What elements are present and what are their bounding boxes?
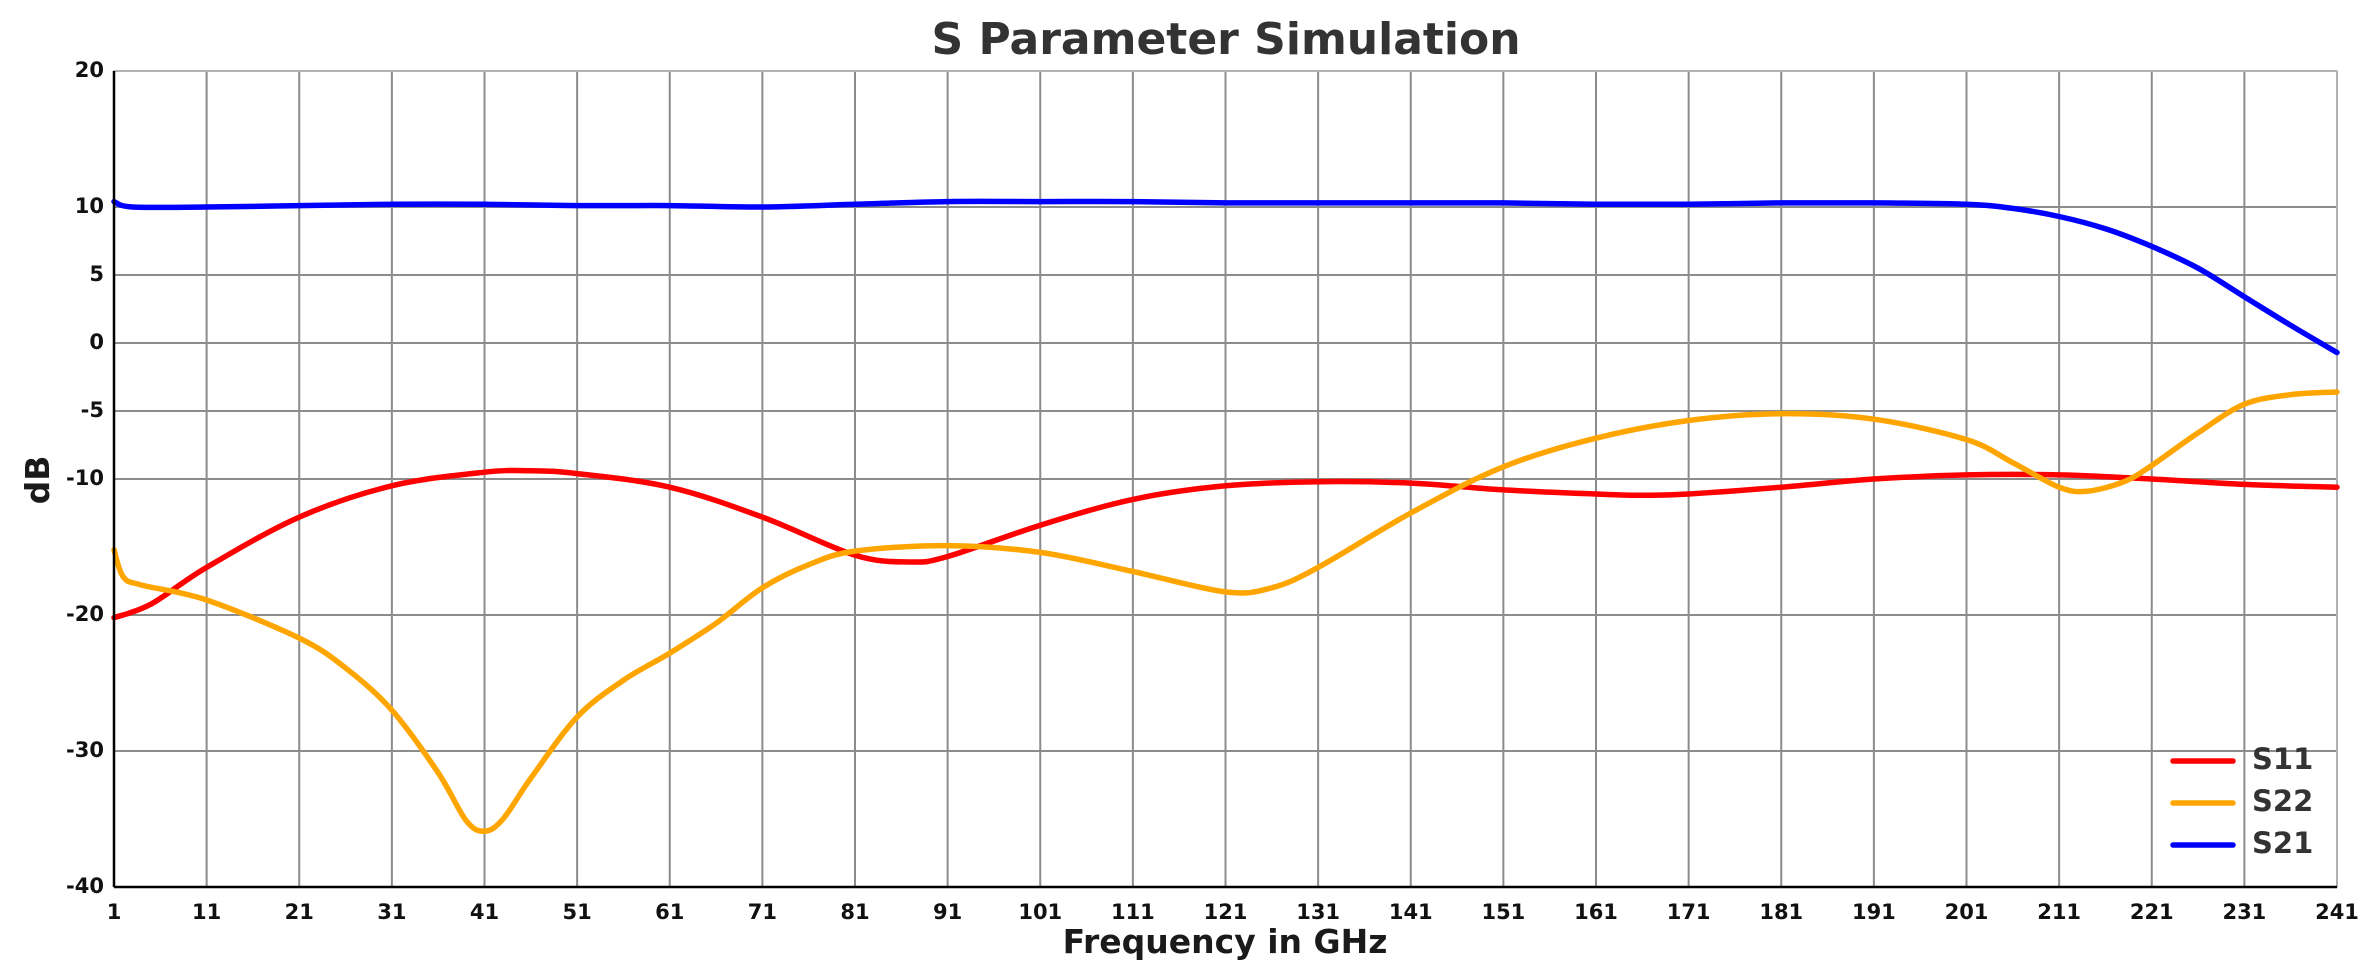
x-tick-label: 11 xyxy=(192,900,221,924)
legend-label-s22: S22 xyxy=(2252,784,2313,818)
x-tick-label: 171 xyxy=(1667,900,1711,924)
series-layer xyxy=(111,198,2340,834)
chart-title: S Parameter Simulation xyxy=(931,14,1520,65)
legend-label-s11: S11 xyxy=(2252,742,2313,776)
x-tick-label: 51 xyxy=(563,900,592,924)
x-tick-label: 211 xyxy=(2037,900,2081,924)
x-tick-label: 161 xyxy=(1574,900,1618,924)
x-tick-label: 101 xyxy=(1018,900,1062,924)
y-axis-ticks: 20 10 5 0 -5 -10 -20 -30 -40 xyxy=(66,58,104,898)
y-tick-label: -40 xyxy=(66,874,104,898)
series-line-s22 xyxy=(111,389,2340,834)
x-tick-label: 71 xyxy=(748,900,777,924)
x-tick-label: 231 xyxy=(2222,900,2266,924)
series-line-s21 xyxy=(111,198,2340,356)
x-tick-label: 241 xyxy=(2315,900,2359,924)
x-axis-ticks: 1 11 21 31 41 51 61 71 81 91 101 111 121 131 141 151 161… xyxy=(107,900,2359,924)
x-tick-label: 1 xyxy=(107,900,122,924)
x-tick-label: 31 xyxy=(377,900,406,924)
y-axis-label: dB xyxy=(18,456,57,505)
x-tick-label: 191 xyxy=(1852,900,1896,924)
x-tick-label: 61 xyxy=(655,900,684,924)
x-tick-label: 151 xyxy=(1481,900,1525,924)
y-tick-label: 0 xyxy=(89,330,104,354)
x-tick-label: 201 xyxy=(1945,900,1989,924)
legend-label-s21: S21 xyxy=(2252,826,2313,860)
x-tick-label: 21 xyxy=(285,900,314,924)
y-tick-label: -5 xyxy=(81,398,104,422)
x-tick-label: 221 xyxy=(2130,900,2174,924)
y-tick-label: 20 xyxy=(75,58,104,82)
x-tick-label: 111 xyxy=(1111,900,1155,924)
legend: S11 S22 S21 xyxy=(2170,742,2313,860)
y-tick-label: 5 xyxy=(89,262,104,286)
x-tick-label: 181 xyxy=(1759,900,1803,924)
series-line-s11 xyxy=(111,467,2340,621)
y-tick-label: 10 xyxy=(75,194,104,218)
x-axis-label: Frequency in GHz xyxy=(1063,922,1388,961)
x-tick-label: 91 xyxy=(933,900,962,924)
x-tick-label: 41 xyxy=(470,900,499,924)
x-tick-label: 131 xyxy=(1296,900,1340,924)
y-tick-label: -20 xyxy=(66,602,104,626)
y-tick-label: -30 xyxy=(66,738,104,762)
y-tick-label: -10 xyxy=(66,466,104,490)
x-tick-label: 121 xyxy=(1204,900,1248,924)
x-tick-label: 141 xyxy=(1389,900,1433,924)
x-tick-label: 81 xyxy=(840,900,869,924)
